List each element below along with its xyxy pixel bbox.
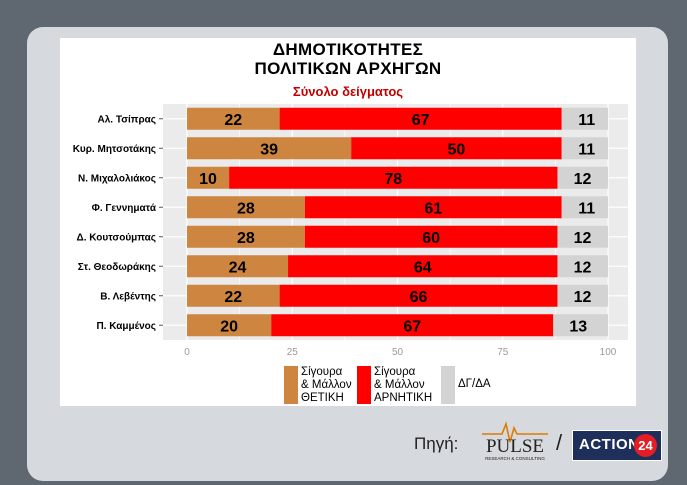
data-label: 67 bbox=[403, 318, 421, 335]
data-label: 11 bbox=[578, 112, 595, 129]
bar-segment bbox=[229, 166, 558, 189]
legend-label-negative: Σίγουρα & Μάλλον ΑΡΝΗΤΙΚΗ bbox=[374, 366, 433, 404]
data-label: 67 bbox=[412, 112, 430, 129]
bar-segment bbox=[187, 166, 230, 189]
x-tick-label: 50 bbox=[392, 347, 404, 358]
bar-segment bbox=[553, 314, 608, 337]
pulse-logo: PULSE RESEARCH & CONSULTING bbox=[482, 421, 548, 461]
chart-title-line1: ΔΗΜΟΤΙΚΟΤΗΤΕΣ bbox=[272, 40, 424, 59]
pulse-logo-name: PULSE bbox=[486, 436, 544, 457]
category-label: Δ. Κουτσούμπας bbox=[77, 232, 156, 243]
category-label: Φ. Γεννηματά bbox=[92, 203, 157, 214]
data-label: 12 bbox=[574, 259, 592, 276]
bar-segment bbox=[271, 314, 554, 337]
source-label: Πηγή: bbox=[414, 434, 459, 453]
bar-segment bbox=[561, 196, 608, 219]
bar-segment bbox=[557, 225, 608, 248]
data-label: 66 bbox=[410, 289, 428, 306]
x-tick-label: 25 bbox=[287, 347, 299, 358]
source-separator: / bbox=[556, 430, 563, 455]
bar-segment bbox=[187, 225, 305, 248]
category-label: Στ. Θεοδωράκης bbox=[78, 262, 156, 273]
legend-label-dk-na: ΔΓ/ΔΑ bbox=[458, 378, 491, 390]
action24-logo: ACTION 24 bbox=[572, 430, 662, 461]
legend-label-positive: Σίγουρα & Μάλλον ΘΕΤΙΚΗ bbox=[301, 366, 352, 404]
bar-segment bbox=[304, 225, 558, 248]
bar-segment bbox=[187, 255, 289, 278]
chart-title-line2: ΠΟΛΙΤΙΚΩΝ ΑΡΧΗΓΩΝ bbox=[254, 59, 442, 78]
data-label: 12 bbox=[574, 289, 592, 306]
data-label: 64 bbox=[414, 259, 432, 276]
data-label: 20 bbox=[220, 318, 238, 335]
legend-swatch-positive bbox=[284, 366, 298, 404]
bar-segment bbox=[561, 107, 608, 130]
action24-logo-number: 24 bbox=[634, 434, 657, 457]
x-tick-label: 0 bbox=[184, 347, 190, 358]
x-tick-label: 100 bbox=[600, 347, 617, 358]
bar-segment bbox=[557, 255, 608, 278]
category-label: Ν. Μιχαλολιάκος bbox=[78, 173, 156, 184]
bar-segment bbox=[557, 284, 608, 307]
bar-segment bbox=[561, 137, 608, 160]
data-label: 61 bbox=[424, 200, 442, 217]
chart-subtitle: Σύνολο δείγματος bbox=[292, 84, 404, 99]
pulse-logo-tagline: RESEARCH & CONSULTING bbox=[485, 456, 545, 461]
bar-segment bbox=[187, 107, 280, 130]
data-label: 11 bbox=[578, 141, 595, 158]
bar-segment bbox=[279, 284, 558, 307]
data-label: 60 bbox=[422, 230, 440, 247]
data-label: 10 bbox=[199, 171, 217, 188]
legend-swatch-negative bbox=[357, 366, 371, 404]
data-label: 28 bbox=[237, 200, 255, 217]
bar-segment bbox=[187, 137, 352, 160]
category-label: Π. Καμμένος bbox=[96, 321, 156, 332]
legend-swatch-dk-na bbox=[441, 366, 455, 404]
category-label: Αλ. Τσίπρας bbox=[97, 114, 156, 125]
category-label: Β. Λεβέντης bbox=[100, 291, 156, 302]
data-label: 22 bbox=[224, 289, 242, 306]
bar-segment bbox=[279, 107, 562, 130]
bar-segment bbox=[304, 196, 562, 219]
bar-segment bbox=[557, 166, 608, 189]
bar-segment bbox=[187, 284, 280, 307]
data-label: 24 bbox=[229, 259, 247, 276]
data-label: 13 bbox=[569, 318, 587, 335]
chart-title: ΔΗΜΟΤΙΚΟΤΗΤΕΣ ΠΟΛΙΤΙΚΩΝ ΑΡΧΗΓΩΝ bbox=[60, 40, 636, 78]
x-tick-label: 75 bbox=[497, 347, 509, 358]
data-label: 11 bbox=[578, 200, 595, 217]
data-label: 12 bbox=[574, 230, 592, 247]
bar-segment bbox=[187, 196, 305, 219]
data-label: 12 bbox=[574, 171, 592, 188]
category-label: Κυρ. Μητσοτάκης bbox=[73, 144, 156, 155]
bar-segment bbox=[288, 255, 558, 278]
data-label: 78 bbox=[384, 171, 402, 188]
data-label: 39 bbox=[260, 141, 278, 158]
bar-segment bbox=[351, 137, 562, 160]
action24-logo-name: ACTION bbox=[579, 436, 640, 453]
data-label: 28 bbox=[237, 230, 255, 247]
data-label: 22 bbox=[224, 112, 242, 129]
bar-segment bbox=[187, 314, 272, 337]
data-label: 50 bbox=[448, 141, 466, 158]
